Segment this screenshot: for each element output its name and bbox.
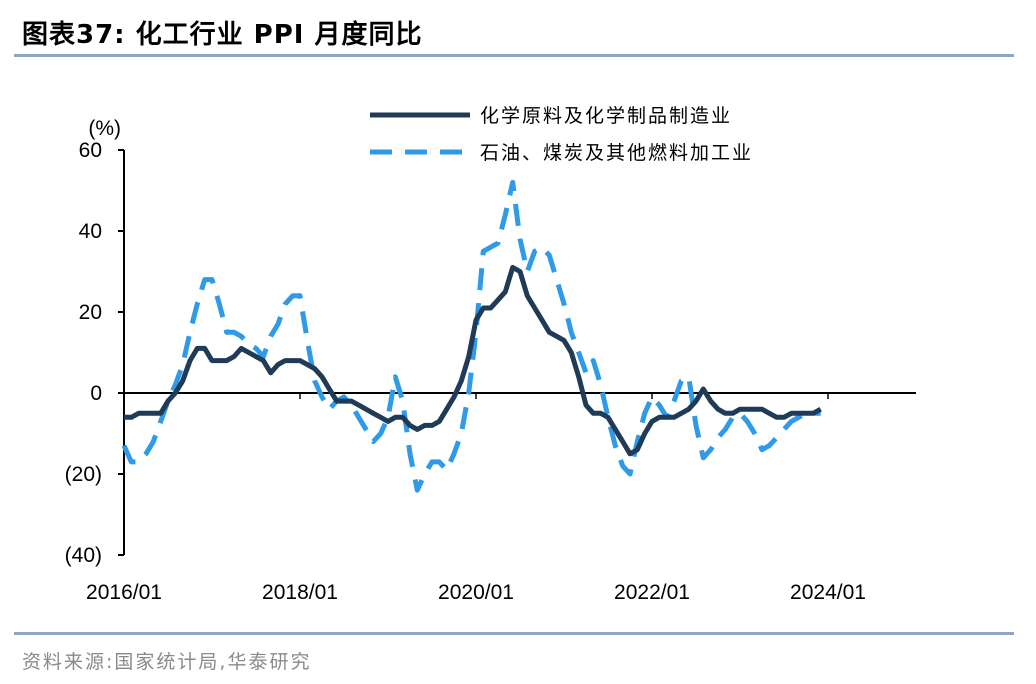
series-layer [121, 179, 822, 493]
x-tick-label: 2020/01 [438, 581, 514, 604]
y-tick-label: 60 [79, 139, 102, 162]
chart-axes: 60 40 20 0 (20) (40) (%) 2016/01 2018/01 2020/01 2… [65, 117, 916, 604]
x-tick-label: 2018/01 [262, 581, 338, 604]
series-line-petroleum [121, 179, 821, 493]
series-line-chemical [124, 264, 822, 457]
y-tick-label: 0 [90, 382, 102, 405]
legend-label-chemical: 化学原料及化学制品制造业 [480, 105, 732, 127]
title-divider [14, 54, 1014, 57]
figure-title: 图表37: 化工行业 PPI 月度同比 [22, 20, 423, 50]
x-tick-label: 2016/01 [86, 581, 162, 604]
footer-divider [14, 632, 1014, 635]
y-tick-label: 20 [79, 301, 102, 324]
legend-label-petroleum: 石油、煤炭及其他燃料加工业 [480, 142, 753, 164]
y-tick-label: (20) [65, 463, 102, 486]
x-tick-label: 2024/01 [790, 581, 866, 604]
y-tick-label: 40 [79, 220, 102, 243]
x-tick-label: 2022/01 [614, 581, 690, 604]
source-note: 资料来源:国家统计局,华泰研究 [22, 651, 312, 673]
y-axis-unit: (%) [88, 117, 121, 140]
y-tick-label: (40) [65, 544, 102, 567]
